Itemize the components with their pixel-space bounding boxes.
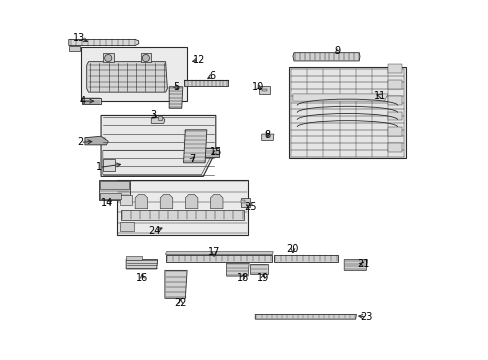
Text: 7: 7 [189, 154, 195, 164]
Polygon shape [261, 89, 266, 91]
Circle shape [142, 54, 149, 62]
Polygon shape [289, 67, 405, 158]
Polygon shape [164, 270, 187, 298]
Text: 21: 21 [357, 259, 369, 269]
Polygon shape [255, 315, 356, 319]
Polygon shape [126, 256, 142, 260]
Polygon shape [135, 194, 147, 209]
Polygon shape [387, 96, 402, 105]
Text: 23: 23 [360, 312, 372, 322]
Polygon shape [165, 255, 272, 262]
Text: 5: 5 [173, 82, 179, 93]
Polygon shape [249, 264, 267, 274]
Polygon shape [100, 193, 121, 199]
Text: 18: 18 [236, 273, 248, 283]
Text: 20: 20 [286, 244, 299, 254]
Text: 3: 3 [150, 111, 156, 121]
Polygon shape [120, 195, 131, 205]
Polygon shape [102, 53, 113, 62]
Polygon shape [344, 260, 367, 270]
Text: 8: 8 [264, 130, 270, 140]
Text: 13: 13 [73, 33, 85, 43]
Polygon shape [69, 40, 139, 45]
Text: 10: 10 [251, 82, 264, 92]
Text: 22: 22 [174, 298, 186, 308]
Polygon shape [158, 116, 162, 120]
Circle shape [104, 54, 112, 62]
Polygon shape [117, 180, 247, 234]
Text: 16: 16 [136, 273, 148, 283]
Text: 14: 14 [101, 198, 113, 208]
Polygon shape [387, 112, 402, 121]
Polygon shape [121, 211, 244, 220]
Polygon shape [85, 136, 108, 145]
Text: 2: 2 [77, 138, 83, 147]
Polygon shape [273, 255, 337, 262]
Text: 25: 25 [244, 202, 256, 212]
Polygon shape [86, 62, 167, 92]
Text: 11: 11 [373, 91, 386, 101]
Polygon shape [120, 222, 134, 231]
Polygon shape [169, 87, 183, 108]
Polygon shape [292, 53, 359, 61]
Polygon shape [258, 86, 269, 94]
Polygon shape [203, 148, 219, 157]
Polygon shape [241, 200, 244, 203]
Text: 12: 12 [192, 55, 205, 65]
Polygon shape [210, 194, 223, 209]
Polygon shape [82, 98, 101, 104]
Text: 6: 6 [209, 71, 215, 81]
Polygon shape [160, 194, 172, 209]
Text: 1: 1 [96, 162, 102, 172]
Polygon shape [387, 143, 402, 152]
Polygon shape [241, 198, 249, 207]
Polygon shape [387, 80, 402, 89]
Polygon shape [292, 94, 387, 101]
Polygon shape [387, 64, 402, 73]
Polygon shape [261, 134, 273, 140]
Polygon shape [101, 116, 215, 176]
Polygon shape [100, 181, 128, 189]
Polygon shape [183, 80, 228, 86]
Text: 9: 9 [334, 46, 340, 56]
Polygon shape [165, 252, 273, 255]
Polygon shape [387, 127, 402, 136]
Polygon shape [102, 159, 115, 171]
Polygon shape [99, 180, 129, 200]
Text: 4: 4 [79, 96, 85, 106]
Polygon shape [140, 53, 151, 62]
Polygon shape [151, 117, 164, 123]
Polygon shape [126, 260, 158, 269]
Polygon shape [185, 194, 198, 209]
Polygon shape [183, 130, 206, 163]
Polygon shape [69, 45, 80, 51]
Text: 19: 19 [257, 273, 269, 283]
Polygon shape [81, 47, 187, 101]
Text: 17: 17 [207, 247, 220, 257]
Polygon shape [226, 263, 249, 276]
Text: 24: 24 [148, 226, 161, 236]
Text: 15: 15 [209, 147, 222, 157]
